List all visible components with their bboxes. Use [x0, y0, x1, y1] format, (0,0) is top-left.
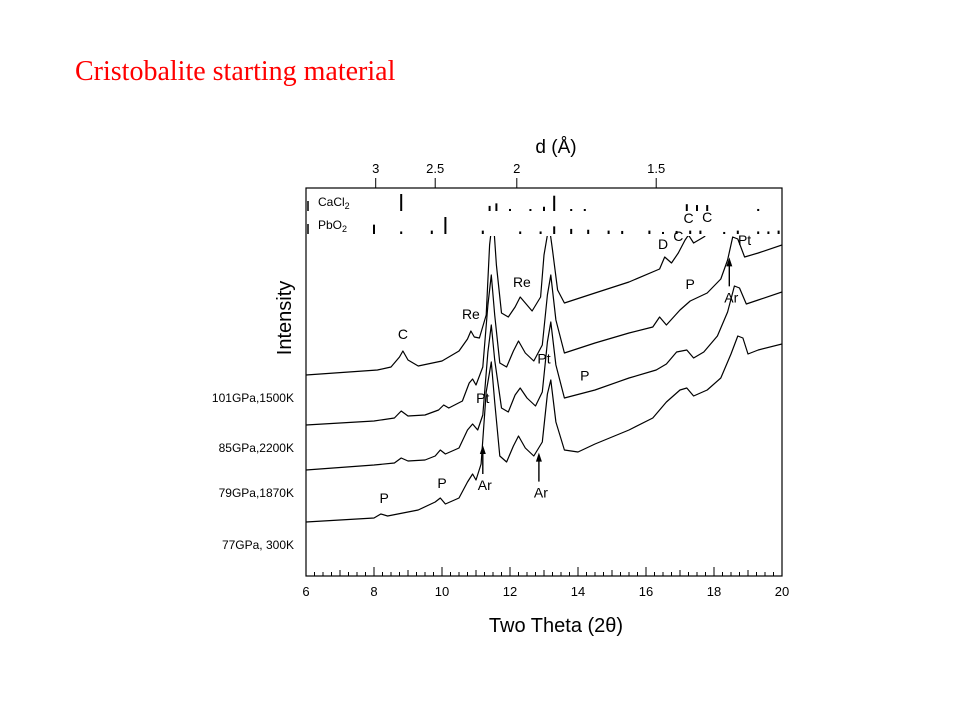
- peak-annotation: Pt: [738, 232, 751, 248]
- peak-annotation: Pt: [537, 350, 550, 366]
- ar-arrow-head: [535, 452, 542, 462]
- peak-annotation: P: [437, 475, 446, 491]
- ar-arrow-head: [479, 445, 486, 454]
- top-axis-label: d (Å): [535, 137, 576, 158]
- x-tick-label: 10: [435, 584, 449, 599]
- series-line: [306, 285, 782, 471]
- series-line: [306, 335, 782, 523]
- x-axis-label: Two Theta (2θ): [489, 615, 623, 637]
- reference-phase-label: PbO2: [318, 218, 347, 234]
- series-label: 79GPa,1870K: [219, 486, 294, 500]
- series-label: 85GPa,2200K: [219, 441, 294, 455]
- x-tick-label: 16: [639, 584, 653, 599]
- peak-annotation: Re: [462, 306, 480, 322]
- peak-annotation: Re: [513, 274, 531, 290]
- x-tick-label: 12: [503, 584, 517, 599]
- x-tick-label: 18: [707, 584, 721, 599]
- series-line: [306, 236, 782, 426]
- plot-frame: [305, 178, 783, 577]
- chart-labels: 6 8 10 12 14 16 18 20 Two Theta (2θ) Intensity 3 2.…: [212, 137, 789, 637]
- pattern-series: [306, 236, 782, 523]
- peak-annotation: C: [673, 228, 683, 244]
- slide-title: Cristobalite starting material: [75, 56, 396, 87]
- reference-phase-label: CaCl2: [318, 195, 350, 211]
- ar-arrow-head: [726, 257, 733, 267]
- x-tick-label: 14: [571, 584, 585, 599]
- peak-annotation: P: [580, 368, 589, 384]
- plot-border: [305, 187, 783, 577]
- peak-annotation: Ar: [724, 289, 738, 305]
- x-tick-label: 8: [370, 584, 377, 599]
- top-axis-tick-label: 3: [372, 161, 379, 176]
- x-tick-label: 6: [302, 584, 309, 599]
- peak-annotation: Ar: [478, 477, 492, 493]
- peak-annotation: C: [702, 209, 712, 225]
- peak-annotation: C: [398, 326, 408, 342]
- top-axis-tick-label: 2.5: [426, 161, 444, 176]
- peak-annotation: P: [380, 490, 389, 506]
- peak-annotation: C: [683, 210, 693, 226]
- peak-annotation: P: [686, 276, 695, 292]
- top-axis-tick-label: 2: [513, 161, 520, 176]
- top-axis-tick-label: 1.5: [647, 161, 665, 176]
- x-tick-label: 20: [775, 584, 789, 599]
- peak-annotation: D: [658, 236, 668, 252]
- series-line: [306, 236, 706, 376]
- y-axis-label: Intensity: [274, 281, 296, 355]
- series-label: 101GPa,1500K: [212, 391, 294, 405]
- reference-phases: [307, 194, 780, 234]
- series-label: 77GPa, 300K: [222, 538, 294, 552]
- peak-annotation: Ar: [534, 485, 548, 501]
- peak-annotation: Pt: [476, 390, 489, 406]
